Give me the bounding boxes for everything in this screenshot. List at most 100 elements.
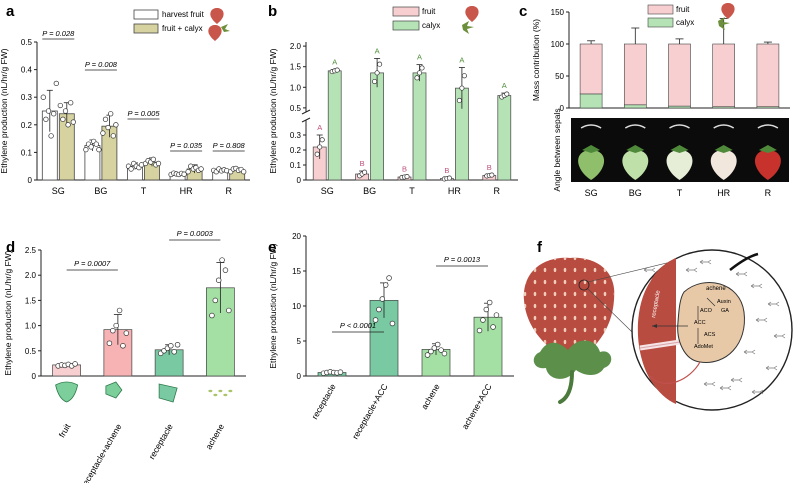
p-value-label: P = 0.028 bbox=[42, 29, 75, 38]
bar bbox=[497, 95, 512, 181]
p-value-label: P < 0.0001 bbox=[340, 321, 376, 330]
panel-letter-b: b bbox=[268, 3, 277, 20]
data-point bbox=[53, 80, 59, 87]
achene-dots-icon bbox=[523, 257, 615, 362]
significance-letter: B bbox=[360, 159, 365, 168]
legend-swatch-fruit bbox=[392, 6, 420, 17]
bar-fruit bbox=[756, 43, 780, 108]
legend-label-fruit-b: fruit bbox=[422, 7, 436, 16]
data-point bbox=[414, 75, 420, 81]
achene-sketch-icon bbox=[213, 393, 218, 397]
ethylene-molecule-icon bbox=[755, 317, 768, 323]
axis-break-mark bbox=[301, 117, 311, 123]
x-tick-label: achene bbox=[204, 422, 227, 451]
strawberry-calyx-icon bbox=[533, 340, 612, 379]
y-tick-label: 0.5 bbox=[21, 38, 33, 47]
data-point bbox=[83, 146, 89, 153]
data-point bbox=[88, 144, 94, 150]
strawberry-stage-icon bbox=[666, 150, 693, 180]
y-tick-label: 100 bbox=[551, 40, 565, 49]
calyx-icon bbox=[714, 145, 733, 153]
data-point bbox=[319, 137, 325, 143]
legend-swatch-calyx bbox=[392, 20, 420, 31]
strawberry-icon bbox=[721, 3, 735, 19]
legend-label-fruit-c: fruit bbox=[676, 5, 690, 14]
legend-label-calyx-b: calyx bbox=[422, 21, 440, 30]
data-point bbox=[379, 296, 386, 302]
sepal-angle-icon bbox=[624, 124, 646, 129]
x-tick-label: T bbox=[409, 186, 415, 196]
sepal-angle-icon bbox=[669, 124, 690, 129]
y-tick-label: 0.5 bbox=[290, 104, 302, 113]
data-point bbox=[106, 340, 113, 346]
data-point bbox=[389, 320, 396, 327]
bar-calyx bbox=[623, 104, 647, 109]
significance-letter: B bbox=[487, 163, 492, 172]
strawberry-stage-icon bbox=[622, 150, 649, 180]
y-tick-label: 0.2 bbox=[290, 146, 302, 155]
receptacle-achene-sketch-icon bbox=[105, 381, 123, 399]
strawberry-stage-icon bbox=[754, 150, 781, 180]
x-tick-label: BG bbox=[629, 188, 642, 198]
data-point bbox=[215, 277, 222, 283]
x-tick-label: receptacle+ACC bbox=[350, 382, 390, 441]
strawberry-stage-icon bbox=[578, 150, 605, 180]
data-point bbox=[404, 174, 410, 180]
significance-letter: A bbox=[317, 123, 322, 132]
significance-letter: A bbox=[332, 58, 337, 67]
significance-letter: A bbox=[375, 46, 380, 55]
data-point bbox=[185, 169, 191, 175]
data-point bbox=[65, 122, 71, 128]
receptacle-tissue bbox=[637, 258, 676, 404]
chart-panel-c: 0 50 100 150 Mass contribution (%) SG BG T HR R An… bbox=[531, 3, 790, 198]
x-tick-label: SG bbox=[52, 186, 65, 196]
y-tick-label: 0 bbox=[297, 372, 302, 381]
x-tick-label: T bbox=[141, 186, 147, 196]
data-point bbox=[386, 275, 392, 281]
calyx-icon bbox=[582, 145, 601, 153]
ethylene-molecule-icon bbox=[685, 267, 698, 273]
x-tick-label: R bbox=[765, 188, 772, 198]
data-point bbox=[438, 347, 444, 353]
ga-label: GA bbox=[721, 308, 729, 314]
data-point bbox=[241, 169, 247, 175]
data-point bbox=[424, 352, 431, 358]
x-tick-label: achene+ACC bbox=[460, 382, 494, 431]
x-tick-label: achene bbox=[419, 382, 442, 411]
significance-letter: B bbox=[402, 164, 407, 173]
significance-letter: A bbox=[417, 53, 422, 62]
significance-letter: A bbox=[502, 81, 507, 90]
y-tick-label: 50 bbox=[555, 72, 564, 81]
ethylene-molecule-icon bbox=[743, 349, 756, 355]
sepal-angle-icon bbox=[580, 124, 602, 129]
x-tick-label: SG bbox=[585, 188, 598, 198]
data-point bbox=[43, 116, 49, 122]
x-tick-label: receptacle bbox=[147, 422, 175, 461]
calyx-icon bbox=[626, 145, 645, 153]
x-tick-label: SG bbox=[321, 186, 334, 196]
strawberry-stage-icon bbox=[710, 150, 737, 180]
y-tick-label: 0.4 bbox=[21, 66, 33, 75]
axis-break-mark bbox=[301, 109, 311, 115]
auxin-label: Auxin bbox=[717, 299, 731, 305]
aco-label: ACO bbox=[700, 308, 713, 314]
x-tick-label: HR bbox=[180, 186, 193, 196]
x-tick-label: BG bbox=[363, 186, 376, 196]
data-point bbox=[113, 122, 119, 128]
y-tick-label: 0.1 bbox=[290, 161, 302, 170]
ethylene-molecule-icon bbox=[765, 365, 778, 371]
panel-letter-a: a bbox=[6, 3, 15, 20]
data-point bbox=[110, 133, 116, 139]
ethylene-molecule-icon bbox=[767, 301, 780, 307]
x-tick-label: R bbox=[494, 186, 501, 196]
x-tick-label: HR bbox=[448, 186, 461, 196]
adomet-label: AdoMet bbox=[694, 344, 713, 350]
data-point bbox=[150, 156, 156, 162]
ethylene-molecule-group bbox=[643, 259, 786, 395]
data-point bbox=[362, 169, 368, 175]
legend-swatch-fruit-calyx bbox=[133, 23, 159, 34]
chart-panel-e: 0 5 10 15 20 Ethylene production (nL/hr/g FW)… bbox=[268, 232, 514, 441]
sepal-angle-icon bbox=[713, 124, 735, 129]
ethylene-molecule-icon bbox=[750, 283, 763, 289]
